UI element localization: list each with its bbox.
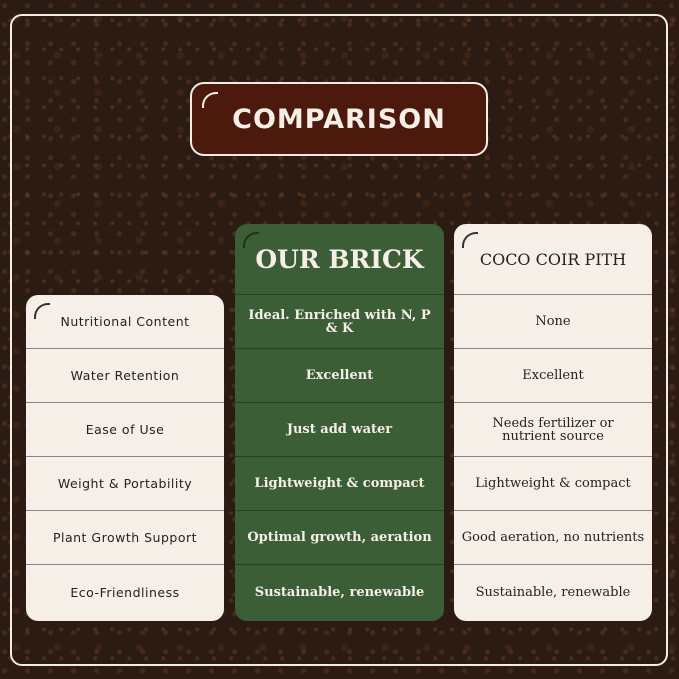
features-column: Nutritional Content Water Retention Ease… <box>26 295 224 621</box>
value-cell: Optimal growth, aeration <box>235 511 444 565</box>
value-cell: Sustainable, renewable <box>475 584 631 600</box>
value-cell: Needs fertilizer or nutrient source <box>454 403 652 457</box>
column-heading: OUR BRICK <box>235 224 444 295</box>
arc-decoration-icon <box>34 303 50 319</box>
our-brick-column: OUR BRICK Ideal. Enriched with N, P & K … <box>235 224 444 621</box>
value-cell: Excellent <box>454 349 652 403</box>
coco-coir-column: COCO COIR PITH None Excellent Needs fert… <box>454 224 652 621</box>
feature-row: Plant Growth Support <box>26 511 224 565</box>
feature-row: Nutritional Content <box>26 295 224 349</box>
column-heading: COCO COIR PITH <box>454 224 652 295</box>
arc-decoration-icon <box>462 232 478 248</box>
value-cell: Sustainable, renewable <box>254 584 425 600</box>
arc-decoration-icon <box>243 232 259 248</box>
value-cell: Just add water <box>235 403 444 457</box>
value-cell: Ideal. Enriched with N, P & K <box>235 295 444 349</box>
feature-row: Water Retention <box>26 349 224 403</box>
arc-decoration-icon <box>202 92 218 108</box>
value-cell: None <box>454 295 652 349</box>
feature-row: Ease of Use <box>26 403 224 457</box>
feature-row: Weight & Portability <box>26 457 224 511</box>
outer-frame <box>10 14 668 666</box>
page-title: COMPARISON <box>232 103 446 135</box>
title-banner: COMPARISON <box>190 82 488 156</box>
value-cell: Excellent <box>235 349 444 403</box>
feature-row: Eco-Friendliness <box>70 584 180 600</box>
value-cell: Good aeration, no nutrients <box>454 511 652 565</box>
value-cell: Lightweight & compact <box>235 457 444 511</box>
value-cell: Lightweight & compact <box>454 457 652 511</box>
